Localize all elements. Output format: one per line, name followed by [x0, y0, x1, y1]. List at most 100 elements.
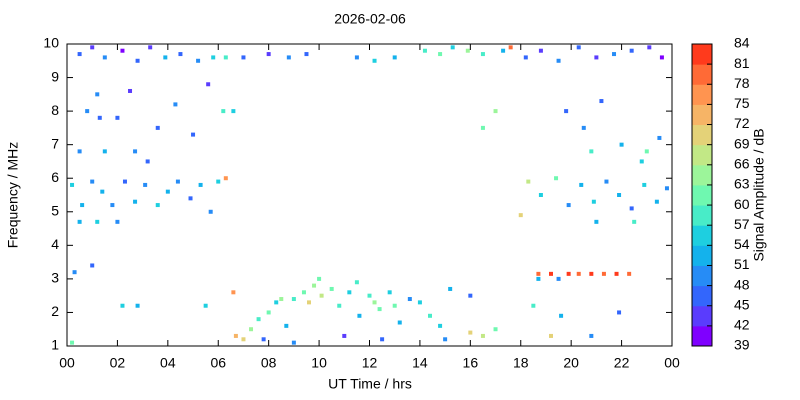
data-point [397, 320, 402, 325]
data-point [312, 283, 317, 288]
colorbar-tick-label: 63 [734, 176, 750, 192]
data-point [155, 125, 160, 130]
colorbar-tick-label: 81 [734, 55, 750, 71]
data-point [629, 48, 634, 53]
colorbar-band [692, 265, 712, 287]
data-point [538, 193, 543, 197]
data-point [377, 307, 382, 312]
x-tick-label: 06 [210, 355, 226, 371]
x-tick-label: 10 [311, 355, 327, 371]
data-point [266, 52, 271, 57]
data-point [594, 55, 599, 60]
data-point [231, 109, 236, 114]
data-point [564, 109, 569, 114]
colorbar-label: Signal Amplitude / dB [751, 128, 767, 261]
colorbar-band [692, 205, 712, 226]
data-point [208, 209, 213, 214]
data-point [115, 115, 120, 120]
data-point [216, 179, 221, 184]
data-point [304, 52, 309, 57]
colorbar-tick-label: 42 [734, 317, 750, 333]
data-point [549, 271, 553, 276]
data-point [644, 149, 649, 154]
colorbar-band [692, 325, 712, 347]
data-point [70, 340, 75, 345]
data-point [465, 48, 470, 53]
colorbar-tick-label: 48 [734, 276, 750, 292]
colorbar-tick-label: 51 [734, 256, 750, 272]
data-point [589, 271, 594, 276]
data-point [531, 303, 536, 308]
x-tick-label: 22 [614, 355, 630, 371]
y-tick-label: 8 [51, 102, 59, 118]
data-point [428, 313, 432, 318]
colorbar-frame [691, 43, 713, 347]
data-point [367, 293, 372, 298]
data-point [589, 333, 594, 338]
data-point [422, 48, 427, 53]
data-point [223, 55, 228, 60]
x-tick-label: 00 [664, 355, 680, 371]
data-point [604, 179, 609, 184]
data-point [354, 55, 359, 60]
data-point [90, 45, 95, 50]
data-point [632, 219, 637, 224]
data-point [664, 186, 669, 191]
x-tick-label: 02 [110, 355, 126, 371]
data-point [191, 132, 196, 137]
data-point [133, 149, 138, 154]
data-point [284, 323, 289, 328]
data-point [347, 290, 352, 295]
colorbar-band [692, 184, 712, 206]
data-point [392, 303, 397, 308]
data-point [554, 176, 559, 181]
data-point [450, 45, 455, 50]
data-point [90, 263, 95, 268]
data-point [508, 45, 513, 50]
data-point [274, 300, 279, 305]
colorbar-band [692, 104, 712, 126]
data-point [178, 52, 183, 57]
data-point [536, 276, 541, 281]
data-point [128, 88, 133, 93]
data-point [549, 333, 553, 338]
data-point [173, 102, 178, 107]
data-point [143, 182, 148, 187]
data-point [319, 293, 324, 298]
data-point [594, 219, 599, 224]
data-point [599, 99, 604, 104]
x-tick-label: 20 [563, 355, 579, 371]
colorbar-band [692, 64, 712, 85]
y-tick-label: 1 [51, 337, 59, 353]
data-point [133, 199, 138, 204]
data-point [223, 176, 228, 181]
colorbar-band [692, 164, 712, 186]
data-point [110, 203, 115, 208]
data-point [438, 323, 443, 328]
data-point [357, 313, 362, 318]
data-point [639, 159, 644, 164]
y-tick-label: 5 [51, 202, 59, 218]
x-tick-label: 18 [513, 355, 529, 371]
data-point [80, 203, 85, 208]
x-tick-label: 08 [261, 355, 277, 371]
data-point [102, 149, 107, 154]
x-tick-label: 14 [412, 355, 428, 371]
data-point [589, 149, 594, 154]
data-point [468, 330, 473, 335]
data-point [417, 300, 422, 305]
data-point [231, 290, 236, 295]
data-point [261, 337, 266, 342]
data-point [163, 55, 168, 60]
data-point [148, 45, 153, 50]
data-point [291, 297, 296, 302]
data-point [249, 327, 254, 332]
colorbar-band [692, 245, 712, 266]
data-point [354, 280, 359, 285]
y-tick-label: 4 [51, 236, 59, 252]
data-point [579, 182, 584, 187]
colorbar-band [692, 305, 712, 327]
data-point [380, 337, 385, 342]
data-point [538, 48, 543, 53]
